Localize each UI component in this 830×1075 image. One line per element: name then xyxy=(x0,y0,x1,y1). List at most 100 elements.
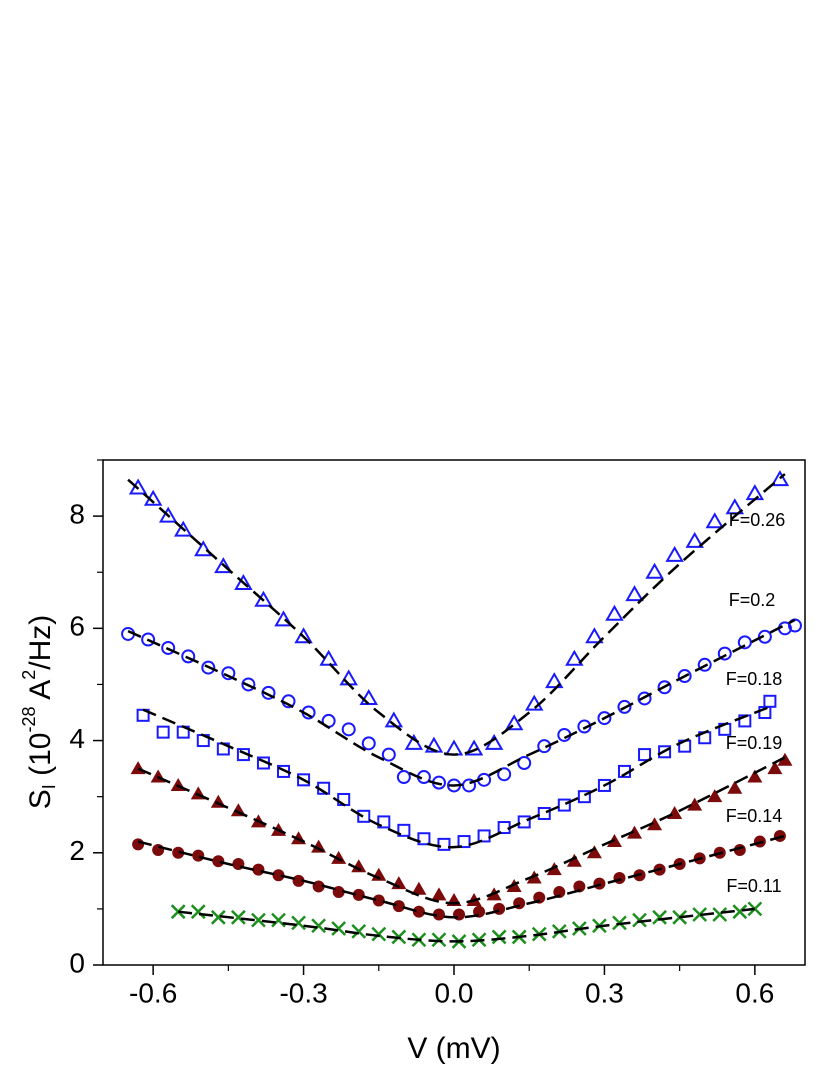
data-point xyxy=(613,872,626,885)
data-point xyxy=(593,877,606,890)
data-point xyxy=(234,573,253,590)
data-point xyxy=(705,512,724,529)
data-point xyxy=(292,874,305,887)
data-point xyxy=(331,850,347,864)
data-point xyxy=(692,907,708,922)
y-tick-label: 0 xyxy=(69,947,85,978)
data-point xyxy=(657,680,672,695)
data-point xyxy=(156,725,170,739)
data-point xyxy=(274,610,293,627)
data-point xyxy=(553,886,566,899)
data-point xyxy=(331,921,347,936)
data-point xyxy=(647,817,663,831)
data-point xyxy=(271,912,286,928)
data-point xyxy=(339,669,358,686)
data-point xyxy=(545,672,564,689)
data-point xyxy=(677,669,692,684)
data-point xyxy=(128,478,148,495)
x-tick-label: 0.3 xyxy=(585,977,624,1008)
data-point xyxy=(665,545,684,562)
data-point xyxy=(431,887,447,901)
fit-line xyxy=(127,473,786,756)
data-point xyxy=(747,769,763,783)
data-point xyxy=(194,540,213,557)
data-point xyxy=(158,506,178,523)
data-point xyxy=(517,756,532,770)
data-point xyxy=(311,918,326,934)
y-title-sup: -28 xyxy=(19,706,39,732)
data-point xyxy=(777,752,793,766)
data-point xyxy=(517,815,531,829)
data-point xyxy=(172,846,185,859)
data-point xyxy=(332,886,345,899)
data-point xyxy=(464,739,484,756)
data-point xyxy=(745,484,765,501)
data-point xyxy=(453,908,466,921)
series-label: F=0.18 xyxy=(726,669,783,689)
data-point xyxy=(357,809,371,823)
data-point xyxy=(597,711,612,726)
data-point xyxy=(372,894,385,907)
data-point xyxy=(504,714,524,731)
data-point xyxy=(565,649,584,666)
data-point xyxy=(757,629,772,644)
data-point xyxy=(132,838,145,851)
data-point xyxy=(371,926,387,942)
data-point xyxy=(707,789,723,803)
series-label: F=0.19 xyxy=(726,733,783,753)
data-point xyxy=(361,736,376,751)
data-point xyxy=(396,770,411,785)
x-tick-label: 0.6 xyxy=(735,977,774,1008)
data-point xyxy=(432,908,445,921)
data-point xyxy=(201,660,216,675)
fit-line xyxy=(178,907,755,943)
data-point xyxy=(272,869,285,882)
y-title-sup: 2 xyxy=(19,670,39,680)
x-tick-label: -0.6 xyxy=(129,977,177,1008)
data-point xyxy=(352,888,365,901)
data-point xyxy=(687,797,703,811)
y-title-part: S xyxy=(24,789,57,809)
data-point xyxy=(392,900,405,913)
data-point xyxy=(617,699,632,714)
x-tick-label: -0.3 xyxy=(279,977,327,1008)
data-point xyxy=(658,745,672,759)
series-label: F=0.2 xyxy=(729,590,776,610)
data-point xyxy=(787,618,802,633)
data-point xyxy=(212,855,225,868)
y-tick-label: 8 xyxy=(69,499,85,530)
data-point xyxy=(585,627,604,644)
data-point xyxy=(770,470,790,487)
data-point xyxy=(667,806,683,819)
data-point xyxy=(697,657,712,672)
data-point xyxy=(241,677,256,692)
data-point xyxy=(291,915,306,931)
data-point xyxy=(727,780,743,794)
data-point xyxy=(221,666,236,681)
data-point xyxy=(141,632,156,647)
data-point xyxy=(297,773,311,787)
data-point xyxy=(397,823,411,837)
data-point xyxy=(773,829,786,842)
y-axis-title: SI (10-28 A2/Hz) xyxy=(19,615,59,809)
x-tick-label: 0.0 xyxy=(435,977,474,1008)
data-point xyxy=(577,790,591,804)
x-axis-title: V (mV) xyxy=(407,1032,500,1065)
data-point xyxy=(252,863,265,876)
data-point xyxy=(214,557,233,574)
data-point xyxy=(444,739,464,756)
y-title-part: (10 xyxy=(24,733,57,785)
data-point xyxy=(477,829,491,843)
data-point xyxy=(767,761,783,775)
y-tick-label: 6 xyxy=(69,611,85,642)
plot-frame xyxy=(102,459,806,966)
data-point xyxy=(377,815,391,829)
data-point xyxy=(737,635,752,650)
data-point xyxy=(566,853,582,867)
data-point xyxy=(190,904,206,920)
data-point xyxy=(573,880,586,893)
data-point xyxy=(412,905,425,918)
data-point xyxy=(637,691,652,706)
data-point xyxy=(312,880,325,893)
series-label: F=0.26 xyxy=(729,510,786,530)
